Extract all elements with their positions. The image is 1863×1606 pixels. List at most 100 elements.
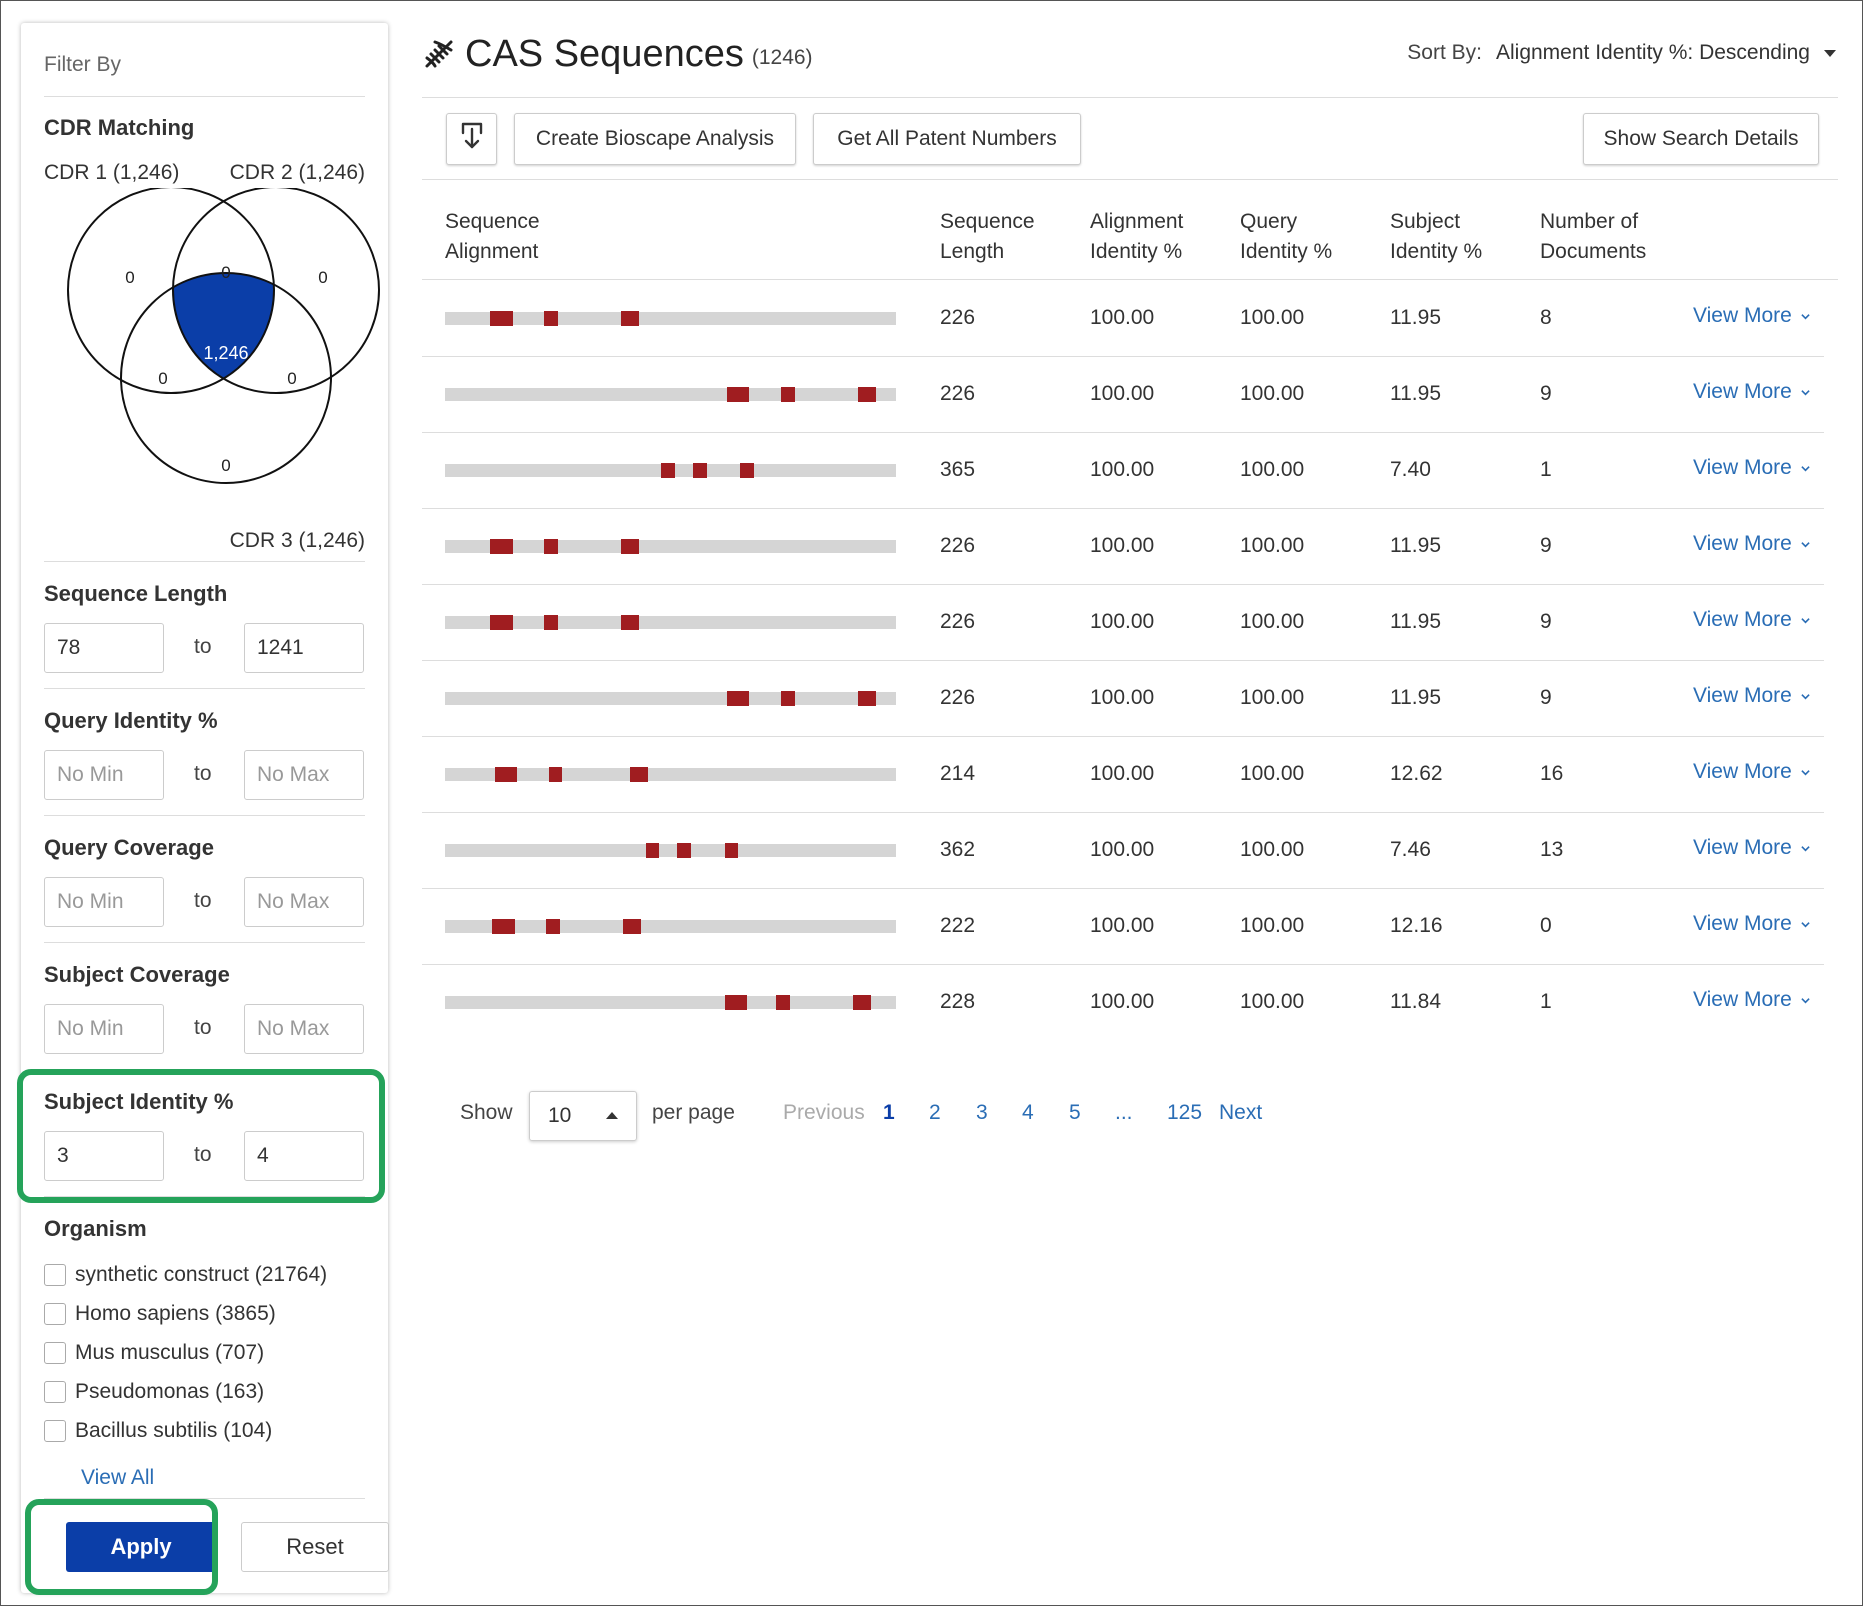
view-more-link[interactable]: View More: [1693, 836, 1810, 860]
header-query-identity[interactable]: Query Identity %: [1240, 207, 1332, 267]
subject-identity-cell: 11.95: [1390, 686, 1441, 709]
sequence-alignment-bar[interactable]: [445, 387, 896, 402]
sequence-alignment-bar[interactable]: [445, 463, 896, 478]
pagination-page[interactable]: 5: [1069, 1101, 1081, 1124]
query-coverage-min-input[interactable]: [44, 877, 164, 927]
venn-cdr1-circle[interactable]: [67, 188, 275, 394]
view-more-link[interactable]: View More: [1693, 760, 1810, 784]
organism-option-label: synthetic construct (21764): [75, 1263, 328, 1286]
organism-checkbox[interactable]: [44, 1381, 66, 1403]
documents-count-cell: 9: [1540, 686, 1552, 709]
apply-button-highlight: [25, 1499, 218, 1595]
reset-button[interactable]: Reset: [241, 1522, 389, 1572]
per-page-select[interactable]: 10: [529, 1091, 637, 1141]
venn-cdr3-circle[interactable]: [120, 272, 332, 484]
header-alignment-identity[interactable]: Alignment Identity %: [1090, 207, 1183, 267]
sequence-alignment-bar[interactable]: [445, 767, 896, 782]
view-more-link[interactable]: View More: [1693, 304, 1810, 328]
view-more-label: View More: [1693, 988, 1792, 1011]
query-identity-cell: 100.00: [1240, 686, 1305, 709]
header-line: Identity %: [1390, 240, 1483, 263]
subject-identity-cell: 7.40: [1390, 458, 1431, 481]
pagination-page[interactable]: 2: [929, 1101, 941, 1124]
venn-only1-count: 0: [125, 268, 134, 287]
alignment-match-segment: [724, 843, 739, 858]
to-label: to: [194, 889, 212, 912]
sequence-length-cell: 214: [940, 762, 976, 785]
organism-title: Organism: [44, 1216, 147, 1241]
header-line: Query: [1240, 210, 1298, 233]
venn-cdr2-circle[interactable]: [172, 188, 380, 394]
pagination-page[interactable]: 4: [1022, 1101, 1034, 1124]
header-line: Identity %: [1240, 240, 1333, 263]
sequence-alignment-bar[interactable]: [445, 539, 896, 554]
sequence-length-min-input[interactable]: [44, 623, 164, 673]
view-more-link[interactable]: View More: [1693, 608, 1810, 632]
organism-option[interactable]: synthetic construct (21764): [44, 1260, 327, 1290]
view-more-link[interactable]: View More: [1693, 532, 1810, 556]
sequence-length-cell: 226: [940, 610, 976, 633]
organism-option[interactable]: Pseudomonas (163): [44, 1377, 264, 1407]
sequence-alignment-bar[interactable]: [445, 843, 896, 858]
subject-coverage-max-input[interactable]: [244, 1004, 364, 1054]
view-all-organisms-link[interactable]: View All: [81, 1466, 155, 1489]
sort-dropdown[interactable]: Sort By: Alignment Identity %: Descendin…: [1407, 41, 1836, 65]
venn-one-three-count: 0: [158, 369, 167, 388]
sequence-length-cell: 362: [940, 838, 976, 861]
organism-checkbox[interactable]: [44, 1303, 66, 1325]
organism-option[interactable]: Bacillus subtilis (104): [44, 1416, 272, 1446]
sequence-alignment-bar[interactable]: [445, 615, 896, 630]
show-search-details-button[interactable]: Show Search Details: [1583, 113, 1819, 165]
header-line: Number of: [1540, 210, 1639, 233]
pagination-page[interactable]: 125: [1167, 1101, 1203, 1124]
sequence-alignment-bar[interactable]: [445, 311, 896, 326]
query-identity-min-input[interactable]: [44, 750, 164, 800]
header-line: Sequence: [445, 210, 540, 233]
query-coverage-title: Query Coverage: [44, 835, 214, 860]
query-identity-cell: 100.00: [1240, 306, 1305, 329]
sequence-alignment-bar[interactable]: [445, 691, 896, 706]
row-divider: [422, 356, 1824, 357]
header-number-of-documents[interactable]: Number of Documents: [1540, 207, 1646, 267]
download-button[interactable]: [446, 113, 497, 165]
view-more-link[interactable]: View More: [1693, 988, 1810, 1012]
pagination-previous[interactable]: Previous: [783, 1101, 865, 1124]
header-sequence-length[interactable]: Sequence Length: [940, 207, 1035, 267]
documents-count-cell: 9: [1540, 610, 1552, 633]
header-sequence-alignment[interactable]: Sequence Alignment: [445, 207, 540, 267]
organism-option[interactable]: Homo sapiens (3865): [44, 1299, 276, 1329]
query-coverage-max-input[interactable]: [244, 877, 364, 927]
subject-identity-cell: 11.95: [1390, 534, 1441, 557]
organism-checkbox[interactable]: [44, 1342, 66, 1364]
get-all-patent-numbers-button[interactable]: Get All Patent Numbers: [813, 113, 1081, 165]
view-more-link[interactable]: View More: [1693, 380, 1810, 404]
query-identity-max-input[interactable]: [244, 750, 364, 800]
pagination-page[interactable]: 1: [883, 1101, 895, 1124]
page-title: CAS Sequences: [465, 32, 744, 75]
create-bioscape-analysis-button[interactable]: Create Bioscape Analysis: [514, 113, 796, 165]
pagination-page[interactable]: 3: [976, 1101, 988, 1124]
documents-count-cell: 9: [1540, 534, 1552, 557]
apply-button[interactable]: Apply: [66, 1522, 216, 1572]
alignment-identity-cell: 100.00: [1090, 686, 1155, 709]
query-identity-cell: 100.00: [1240, 762, 1305, 785]
view-more-link[interactable]: View More: [1693, 684, 1810, 708]
alignment-identity-cell: 100.00: [1090, 534, 1155, 557]
sequence-length-max-input[interactable]: [244, 623, 364, 673]
sort-label: Sort By:: [1407, 41, 1482, 64]
organism-checkbox[interactable]: [44, 1264, 66, 1286]
alignment-match-segment: [544, 539, 558, 554]
sequence-alignment-bar[interactable]: [445, 919, 896, 934]
query-identity-title: Query Identity %: [44, 708, 218, 733]
pagination-next[interactable]: Next: [1219, 1101, 1263, 1124]
view-more-link[interactable]: View More: [1693, 912, 1810, 936]
query-identity-cell: 100.00: [1240, 382, 1305, 405]
subject-coverage-min-input[interactable]: [44, 1004, 164, 1054]
header-subject-identity[interactable]: Subject Identity %: [1390, 207, 1482, 267]
subject-identity-max-input[interactable]: [244, 1131, 364, 1181]
subject-identity-min-input[interactable]: [44, 1131, 164, 1181]
organism-checkbox[interactable]: [44, 1420, 66, 1442]
sequence-alignment-bar[interactable]: [445, 995, 896, 1010]
organism-option[interactable]: Mus musculus (707): [44, 1338, 264, 1368]
view-more-link[interactable]: View More: [1693, 456, 1810, 480]
